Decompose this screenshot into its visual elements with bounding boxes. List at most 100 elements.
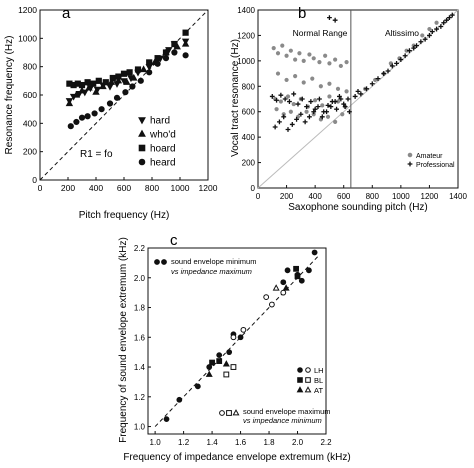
- panel-b-point-amateur: [340, 112, 345, 117]
- panel-a-x-tick-label: 1000: [171, 183, 190, 193]
- panel-c-annotation-bottom-1: sound envelope maximum: [243, 407, 331, 416]
- panel-c-legend-marker-open: [305, 377, 311, 383]
- panel-b-point-amateur: [338, 63, 343, 69]
- panel-b-y-tick-label: 200: [242, 159, 256, 168]
- panel-b-point-professional: [311, 109, 317, 115]
- panel-c-annotation-marker-open: [219, 410, 225, 416]
- panel-b-point-amateur: [317, 60, 322, 65]
- panel-b-point-amateur: [333, 119, 338, 124]
- panel-c-legend-label: LH: [314, 366, 324, 375]
- panel-b-point-professional: [272, 124, 278, 130]
- panel-b-point-professional: [427, 33, 432, 38]
- panel-c-point-lh-filled: [298, 277, 305, 284]
- panel-b-point-professional: [332, 99, 338, 104]
- panel-c-point-lh-filled: [306, 267, 312, 274]
- panel-c-point-lh-filled: [226, 349, 233, 356]
- panel-a-point-whod: [99, 82, 107, 90]
- panel-a-point-heard: [78, 114, 86, 121]
- panel-b-point-professional: [289, 122, 295, 127]
- panel-b-point-amateur: [301, 80, 306, 85]
- panel-a-point-whod: [92, 88, 100, 95]
- panel-b-point-professional: [334, 106, 339, 112]
- panel-c-y-tick-label: 2.0: [134, 274, 146, 283]
- panel-b-point-amateur: [297, 51, 302, 56]
- panel-c-y-tick-label: 1.8: [134, 304, 146, 313]
- panel-a-x-tick-label: 1200: [199, 183, 218, 193]
- panel-b-legend-label: Amateur: [416, 153, 443, 160]
- panel-b-point-professional: [298, 111, 304, 117]
- panel-b-y-tick-label: 600: [242, 108, 256, 117]
- panel-a-point-heard: [113, 94, 121, 101]
- panel-a-y-tick-label: 400: [23, 118, 37, 128]
- panel-b-point-professional: [328, 104, 334, 110]
- panel-a-point-heard: [91, 110, 98, 117]
- panel-a-legend-marker: [138, 129, 146, 137]
- panel-a-xlabel: Pitch frequency (Hz): [79, 210, 170, 221]
- panel-b-xlabel: Saxophone sounding pitch (Hz): [288, 202, 428, 213]
- panel-b-point-amateur: [284, 53, 289, 58]
- panel-b-point-professional: [294, 116, 299, 122]
- panel-b-point-professional: [304, 104, 309, 110]
- panel-b-point-professional: [381, 71, 387, 76]
- panel-b-point-professional: [418, 39, 424, 45]
- panel-c-point-lh-filled: [163, 416, 170, 423]
- panel-c-y-tick-label: 1.6: [134, 333, 146, 342]
- panel-c-annotation-top-1: sound envelope minimum: [171, 257, 256, 266]
- panel-b-y-tick-label: 400: [242, 133, 256, 142]
- panel-c-point-bl-open: [223, 371, 230, 378]
- panel-b-point-professional: [364, 86, 369, 92]
- panel-b-point-professional: [369, 81, 375, 87]
- panel-b-point-professional: [278, 92, 284, 98]
- panel-a-x-tick-label: 800: [145, 183, 159, 193]
- panel-b-point-professional: [287, 99, 292, 104]
- panel-a-reference-line: [39, 9, 209, 181]
- panel-c-point-lh-filled: [284, 267, 291, 274]
- panel-a-point-hoard: [109, 74, 116, 82]
- panel-b-legend-marker: [407, 161, 413, 167]
- panel-b-point-amateur: [427, 26, 432, 32]
- panel-b-point-amateur: [274, 107, 279, 112]
- panel-c-legend-marker-filled: [296, 386, 304, 393]
- panel-c-annotation-marker-filled: [161, 259, 167, 265]
- panel-b-point-professional: [277, 119, 282, 125]
- panel-b-point-professional: [347, 109, 352, 115]
- panel-c-point-at-open: [272, 284, 280, 291]
- panel-a-point-heard: [122, 89, 129, 96]
- panel-b-point-professional: [307, 114, 312, 120]
- panel-a-legend-marker: [138, 144, 146, 152]
- panel-a-point-heard: [182, 52, 189, 59]
- panel-b-y-tick-label: 0: [251, 184, 256, 193]
- panel-c-y-tick-label: 1.2: [134, 393, 146, 402]
- panel-b-ylabel: Vocal tract resonance (Hz): [230, 39, 241, 157]
- panel-b-x-tick-label: 200: [280, 192, 294, 201]
- panel-a-x-tick-label: 400: [89, 183, 103, 193]
- panel-b-x-tick-label: 800: [366, 192, 380, 201]
- panel-c-legend-marker-open: [304, 386, 312, 393]
- panel-c-annotation-marker-filled: [154, 259, 160, 265]
- panel-a-letter: a: [62, 5, 71, 22]
- panel-b-point-amateur: [275, 51, 281, 56]
- panel-b-point-amateur: [318, 84, 323, 89]
- panel-b-point-amateur: [327, 61, 332, 66]
- panel-c-annotation-top-2: vs impedance maximum: [171, 267, 252, 276]
- panel-c-legend-marker-filled: [297, 367, 303, 373]
- panel-b-point-professional: [394, 61, 399, 66]
- panel-c-annotation-marker-open: [226, 410, 232, 416]
- panel-a-point-hoard: [162, 49, 170, 56]
- panel-c-point-lh-open: [280, 289, 287, 296]
- panel-c-point-lh-filled: [194, 383, 201, 390]
- panel-a-point-heard: [171, 49, 178, 56]
- panel-b-point-professional: [434, 26, 439, 32]
- panel-c-y-tick-label: 1.4: [134, 363, 146, 372]
- panel-b-point-professional: [407, 48, 412, 54]
- panel-b-point-professional: [274, 97, 279, 103]
- panel-a-point-hoard: [102, 79, 109, 86]
- panel-b-point-professional: [285, 127, 291, 132]
- panel-b-point-professional: [324, 109, 329, 115]
- panel-c-y-tick-label: 1.0: [134, 423, 146, 432]
- panel-b-point-amateur: [434, 20, 439, 25]
- panel-a-point-heard: [84, 113, 91, 120]
- panel-b-point-amateur: [327, 94, 332, 99]
- panel-c-letter: c: [170, 232, 178, 249]
- panel-a-point-hoard: [78, 81, 86, 89]
